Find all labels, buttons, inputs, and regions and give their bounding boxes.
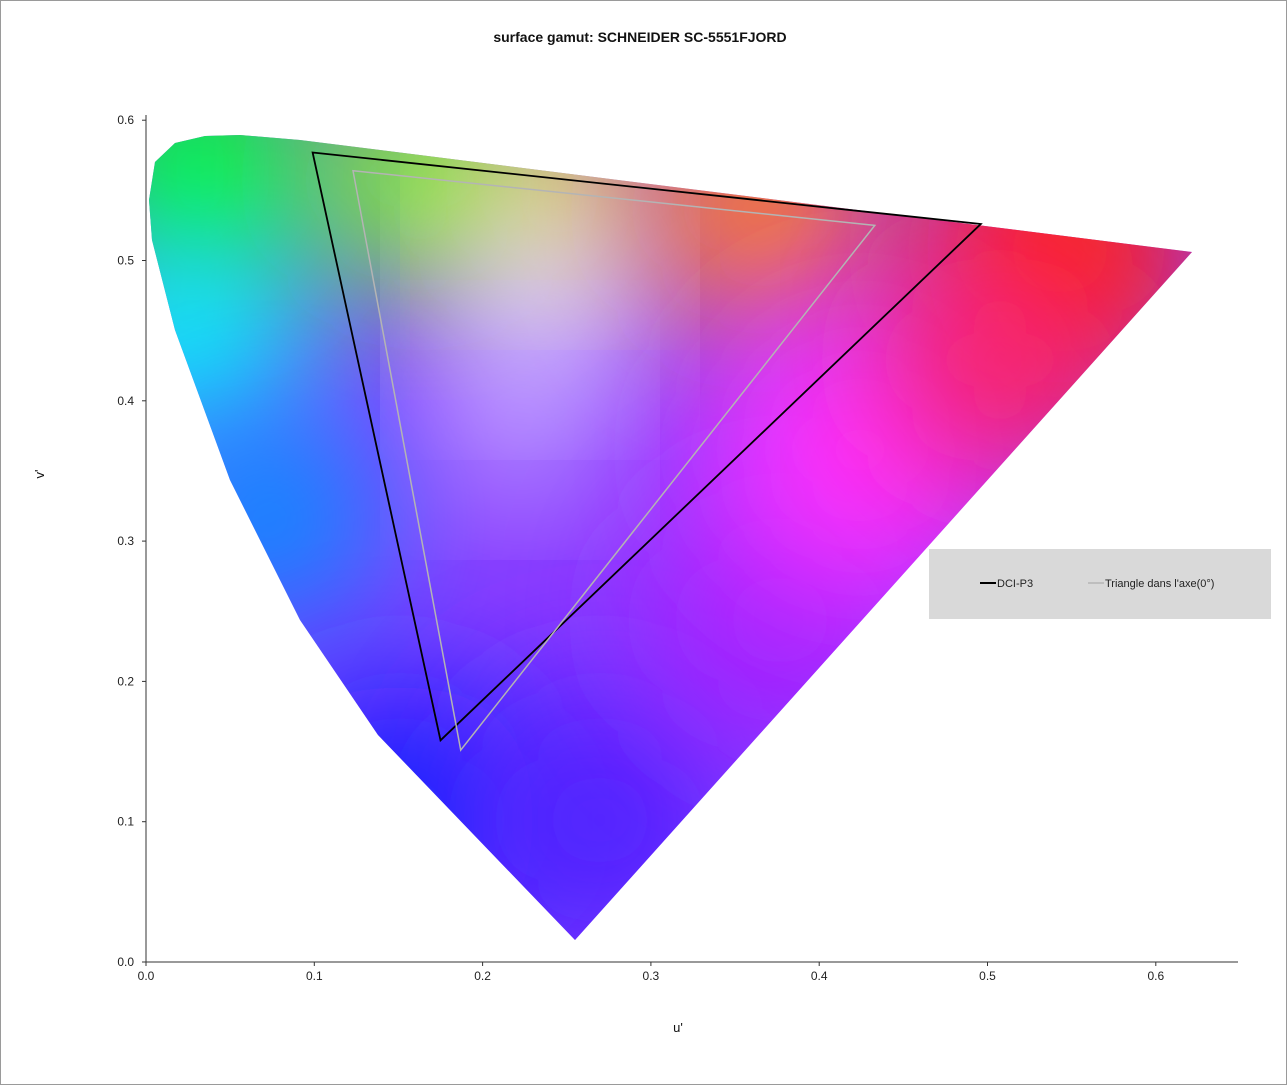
y-tick-label: 0.3	[117, 534, 134, 548]
legend-label-dci-p3: DCI-P3	[997, 578, 1033, 590]
locus-color-blob	[149, 230, 300, 450]
legend-label-triangle: Triangle dans l'axe(0°)	[1105, 578, 1214, 590]
x-tick-label: 0.6	[1147, 969, 1164, 983]
x-tick-label: 0.0	[138, 969, 155, 983]
legend: DCI-P3 Triangle dans l'axe(0°)	[929, 549, 1271, 619]
locus-color-blob	[890, 250, 1110, 470]
x-axis-label: u'	[673, 1020, 683, 1035]
x-tick-label: 0.2	[474, 969, 491, 983]
y-tick-label: 0.0	[117, 955, 134, 969]
series-dci-p3-triangle	[311, 151, 983, 743]
x-tick-label: 0.3	[643, 969, 660, 983]
x-tick-label: 0.1	[306, 969, 323, 983]
y-axis-label: v'	[32, 470, 47, 479]
axes: 0.0 0.1 0.2 0.3 0.4 0.5 0.6 0.0 0.1 0.2 0.3 0.4 0.5 0…	[117, 113, 1238, 983]
locus-color-blob	[160, 410, 380, 630]
locus-color-blob	[460, 220, 620, 380]
y-tick-label: 0.4	[117, 394, 134, 408]
chart-title: surface gamut: SCHNEIDER SC-5551FJORD	[493, 29, 786, 45]
locus-color-blob	[450, 350, 590, 490]
series-triangle-axe-0	[352, 169, 877, 752]
y-tick-label: 0.1	[117, 815, 134, 829]
y-tick-label: 0.6	[117, 113, 134, 127]
spectral-locus-fill	[149, 135, 1192, 940]
x-tick-label: 0.5	[979, 969, 996, 983]
series-layer	[311, 151, 983, 752]
locus-color-blob	[149, 135, 330, 300]
y-tick-label: 0.2	[117, 674, 134, 688]
y-tick-label: 0.5	[117, 254, 134, 268]
x-tick-label: 0.4	[811, 969, 828, 983]
